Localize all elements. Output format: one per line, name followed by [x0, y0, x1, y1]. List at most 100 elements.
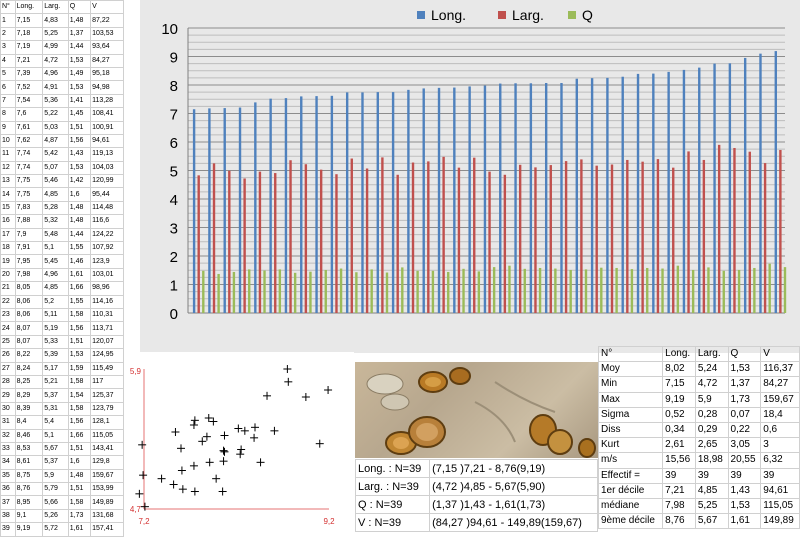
table-cell: 5,45 — [42, 254, 69, 269]
bar-long — [621, 76, 624, 313]
table-cell: 5,4 — [42, 415, 69, 430]
table-row: 20 7,98 4,96 1,61 103,01 — [0, 267, 124, 283]
table-cell: 114,16 — [90, 294, 124, 309]
bar-long — [407, 89, 410, 313]
table-row: 22 8,06 5,2 1,55 114,16 — [0, 294, 124, 309]
table-cell: 5,32 — [42, 214, 69, 229]
bar-larg — [687, 151, 690, 313]
bar-q — [630, 269, 634, 313]
scatter-point — [189, 421, 198, 429]
table-cell: 4,85 — [694, 482, 729, 499]
table-cell: 17 — [0, 227, 16, 243]
table-cell: V : N=39 — [354, 513, 431, 532]
bar-q — [783, 267, 787, 313]
table-row: 38 9,1 5,26 1,73 131,68 — [0, 508, 124, 524]
table-cell: 1,61 — [67, 522, 92, 537]
table-cell: 1,53 — [67, 348, 92, 363]
table-row: 23 8,06 5,11 1,58 110,31 — [0, 307, 124, 323]
table-cell: 5,17 — [42, 361, 69, 376]
table-cell: 0,22 — [727, 421, 762, 439]
table-cell: 94,98 — [90, 80, 124, 95]
table-cell: 7,98 — [14, 267, 44, 283]
table-cell: Effectif = — [597, 467, 664, 484]
table-cell: 1,54 — [67, 388, 92, 403]
bar-q — [753, 267, 756, 313]
table-cell: 1,48 — [67, 200, 92, 216]
table-cell: 4,85 — [42, 281, 69, 296]
x-tick-label: 9,2 — [323, 517, 335, 526]
table-cell: 149,89 — [90, 495, 124, 510]
bar-long — [330, 95, 334, 313]
table-cell: Sigma — [597, 406, 664, 423]
table-cell: 5,72 — [42, 522, 69, 537]
table-row: 35 8,75 5,9 1,48 159,67 — [0, 468, 124, 484]
scatter-chart-panel: 5,9 4,7 7,2 9,2 — [124, 352, 354, 533]
table-cell: 1,66 — [67, 281, 92, 296]
table-cell: 7,75 — [14, 187, 44, 202]
table-cell: 1,42 — [67, 174, 92, 189]
bar-long — [590, 78, 594, 313]
stats-row: 1er décile 7,21 4,85 1,43 94,61 — [597, 482, 800, 499]
table-cell: 5,2 — [42, 294, 69, 309]
table-cell: 108,41 — [90, 107, 124, 122]
table-cell: 5,66 — [42, 495, 69, 510]
table-cell: 1,55 — [67, 241, 92, 256]
table-cell: 35 — [0, 468, 16, 484]
y-tick-label: 10 — [161, 21, 178, 38]
bar-q — [202, 270, 205, 313]
table-row: 33 8,53 5,67 1,51 143,41 — [0, 441, 124, 457]
bar-larg — [197, 175, 200, 313]
bar-q — [691, 269, 695, 313]
table-cell: 7,18 — [14, 26, 44, 42]
bar-larg — [779, 149, 782, 313]
legend-label: Larg. — [512, 7, 544, 23]
y-tick-label: 3 — [170, 221, 178, 238]
table-cell: 4,87 — [42, 133, 69, 149]
bar-long — [468, 86, 471, 313]
table-cell: 7,62 — [14, 133, 44, 149]
table-cell: 8,61 — [14, 455, 44, 470]
table-cell: 7,39 — [14, 66, 44, 82]
scatter-point — [171, 428, 180, 436]
table-cell: 115,05 — [90, 428, 124, 443]
bar-larg — [610, 164, 614, 313]
bar-long — [774, 51, 777, 314]
table-cell: 1,56 — [67, 321, 92, 336]
scatter-point — [177, 466, 186, 475]
range-row: Larg. : N=39 (4,72 )4,85 - 5,67(5,90) — [354, 477, 598, 496]
bar-larg — [319, 169, 323, 313]
table-cell: 1,51 — [67, 120, 92, 135]
table-cell: 39 — [727, 467, 762, 484]
bar-q — [401, 267, 404, 313]
bar-larg — [228, 170, 231, 313]
bar-q — [554, 268, 557, 313]
table-cell: 1,6 — [67, 187, 92, 202]
table-cell: 1,55 — [67, 294, 92, 309]
table-cell: 18 — [0, 241, 16, 256]
table-cell: 124,95 — [90, 348, 124, 363]
bar-q — [508, 265, 511, 313]
table-row: 24 8,07 5,19 1,56 113,71 — [0, 321, 124, 336]
bar-q — [370, 269, 373, 313]
scatter-point — [256, 458, 265, 467]
bar-long — [422, 88, 425, 313]
table-cell: 129,8 — [90, 455, 124, 470]
bar-larg — [442, 156, 445, 313]
table-cell: 120,99 — [90, 174, 124, 189]
table-cell: 2,65 — [694, 437, 729, 454]
measurements-table: N° Long. Larg. Q V 1 7,15 4,83 1,48 87,22 2 7,… — [0, 0, 124, 537]
scatter-point — [220, 447, 229, 456]
table-cell: 18,98 — [694, 452, 729, 469]
bar-larg — [733, 147, 736, 313]
table-cell: 114,48 — [90, 200, 124, 216]
table-cell: 38 — [0, 508, 16, 524]
bar-q — [217, 273, 220, 313]
table-cell: 2,61 — [662, 437, 696, 454]
table-cell: 13 — [0, 174, 16, 189]
table-cell: 24 — [0, 321, 16, 336]
table-cell: 14 — [0, 187, 16, 202]
table-cell: (4,72 )4,85 - 5,67(5,90) — [429, 477, 598, 496]
table-row: 16 7,88 5,32 1,48 116,6 — [0, 214, 124, 229]
scatter-point — [284, 377, 293, 386]
stats-row: Sigma 0,52 0,28 0,07 18,4 — [597, 406, 800, 423]
